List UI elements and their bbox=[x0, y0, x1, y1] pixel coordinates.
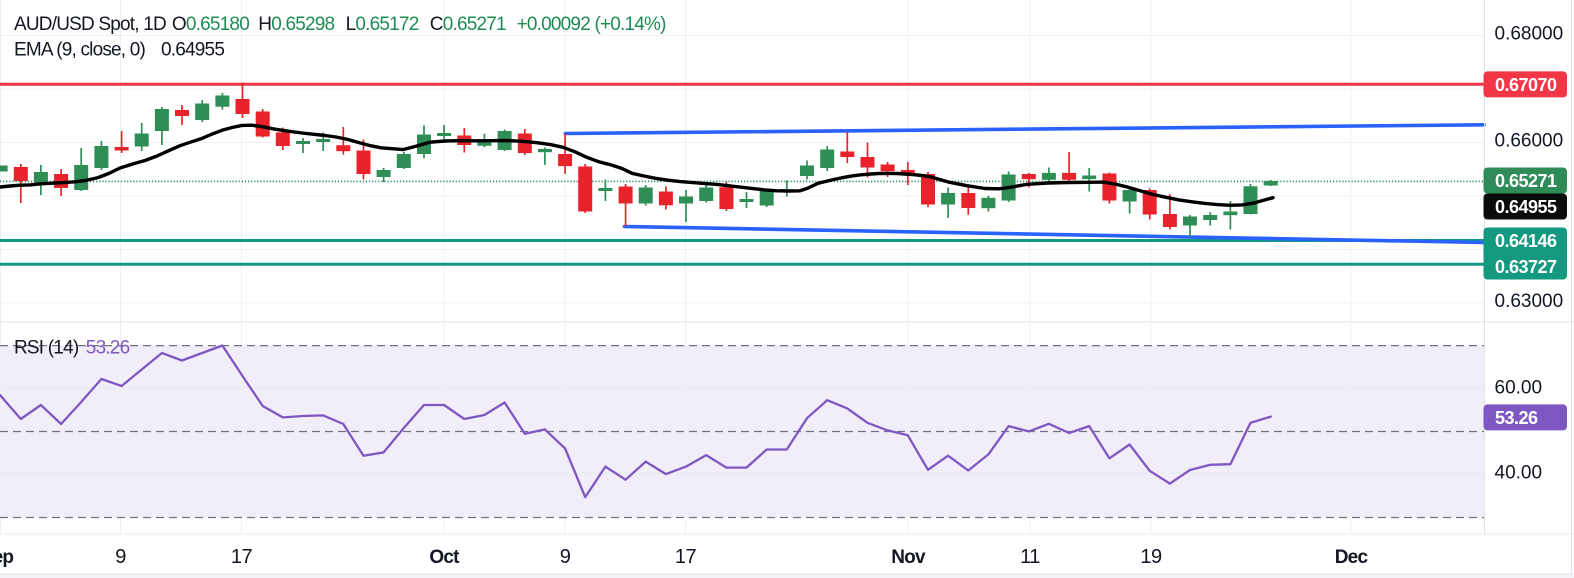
svg-text:AUD/USD Spot, 1D: AUD/USD Spot, 1D bbox=[14, 14, 166, 35]
svg-text:0.66000: 0.66000 bbox=[1495, 131, 1564, 152]
svg-text:17: 17 bbox=[675, 546, 697, 568]
svg-text:9: 9 bbox=[560, 546, 571, 568]
svg-text:0.63000: 0.63000 bbox=[1495, 291, 1564, 312]
svg-text:0.67070: 0.67070 bbox=[1495, 75, 1557, 95]
svg-text:40.00: 40.00 bbox=[1495, 463, 1543, 484]
svg-text:O0.65180: O0.65180 bbox=[172, 14, 249, 35]
svg-text:Nov: Nov bbox=[891, 547, 926, 568]
svg-text:53.26: 53.26 bbox=[1495, 408, 1538, 428]
svg-text:L0.65172: L0.65172 bbox=[346, 14, 419, 35]
svg-text:Dec: Dec bbox=[1335, 547, 1369, 568]
svg-text:0.68000: 0.68000 bbox=[1495, 24, 1564, 45]
svg-text:60.00: 60.00 bbox=[1495, 378, 1543, 399]
svg-text:EMA (9, close, 0): EMA (9, close, 0) bbox=[14, 40, 146, 61]
svg-text:17: 17 bbox=[231, 546, 253, 568]
svg-text:RSI (14): RSI (14) bbox=[14, 338, 79, 359]
svg-text:0.65271: 0.65271 bbox=[1495, 171, 1557, 191]
svg-text:53.26: 53.26 bbox=[86, 338, 130, 359]
svg-text:11: 11 bbox=[1020, 546, 1040, 568]
svg-text:0.63727: 0.63727 bbox=[1495, 257, 1557, 277]
svg-text:0.64955: 0.64955 bbox=[161, 40, 224, 61]
svg-text:H0.65298: H0.65298 bbox=[258, 14, 334, 35]
svg-text:C0.65271: C0.65271 bbox=[430, 14, 506, 35]
svg-text:0.64955: 0.64955 bbox=[1495, 197, 1557, 217]
svg-text:19: 19 bbox=[1140, 546, 1162, 568]
svg-text:+0.00092 (+0.14%): +0.00092 (+0.14%) bbox=[517, 14, 667, 35]
svg-text:Sep: Sep bbox=[0, 547, 13, 568]
svg-text:0.64146: 0.64146 bbox=[1495, 231, 1557, 251]
svg-text:Oct: Oct bbox=[429, 547, 460, 568]
svg-text:9: 9 bbox=[115, 546, 126, 568]
